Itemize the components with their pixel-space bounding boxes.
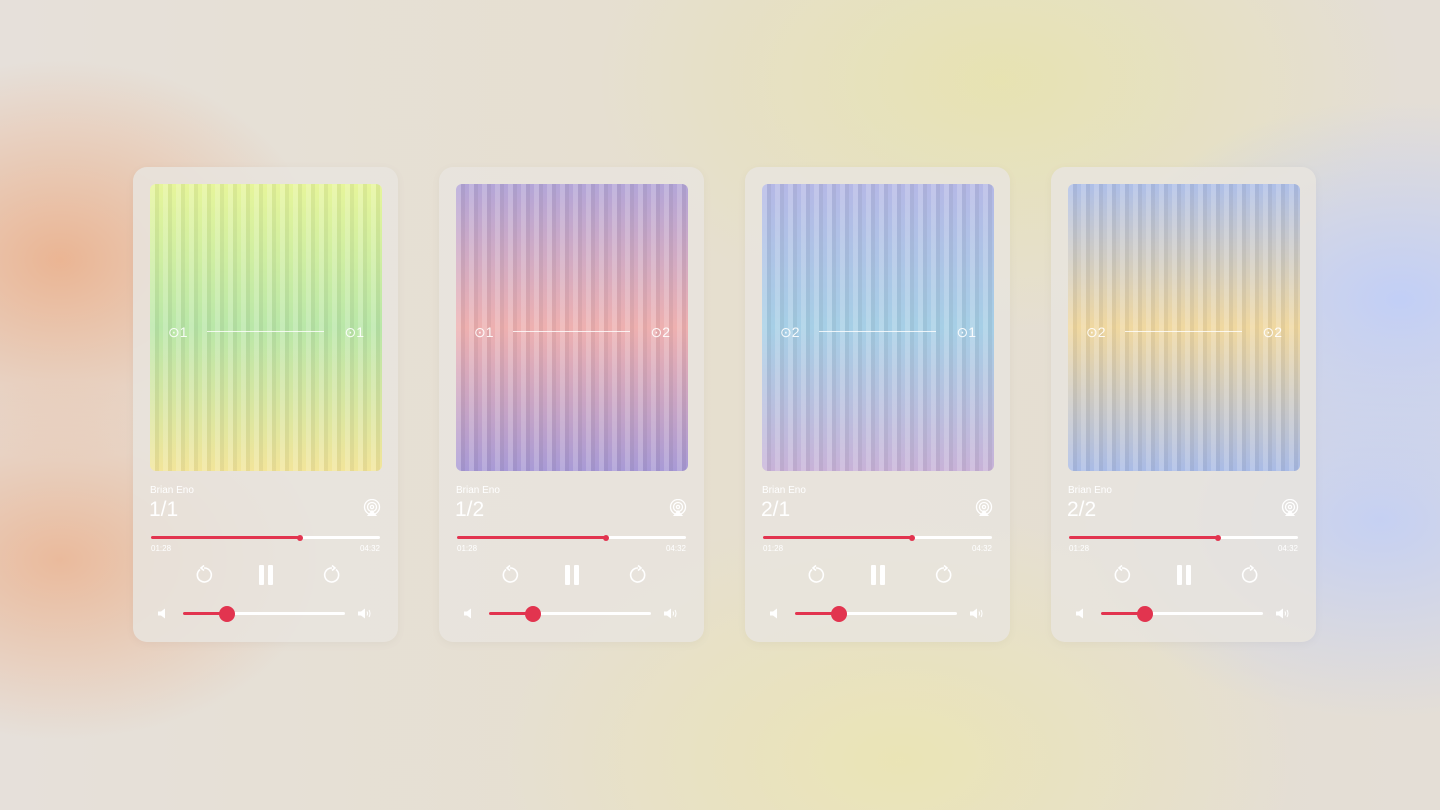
forward-icon[interactable] xyxy=(1239,564,1261,586)
rewind-icon[interactable] xyxy=(499,564,521,586)
track-label-left: ⊙2 xyxy=(1086,324,1106,340)
divider xyxy=(207,331,324,332)
album-art: ⊙1 ⊙2 xyxy=(456,184,688,471)
rewind-icon[interactable] xyxy=(1111,564,1133,586)
artist-name: Brian Eno xyxy=(150,485,194,496)
progress-bar[interactable] xyxy=(151,534,380,541)
rewind-icon[interactable] xyxy=(805,564,827,586)
track-label-right: ⊙1 xyxy=(344,324,364,340)
rewind-icon[interactable] xyxy=(193,564,215,586)
track-title: 2/1 xyxy=(761,498,791,521)
forward-icon[interactable] xyxy=(627,564,649,586)
artist-name: Brian Eno xyxy=(456,485,500,496)
pause-icon[interactable] xyxy=(867,564,889,586)
artist-name: Brian Eno xyxy=(762,485,806,496)
forward-icon[interactable] xyxy=(321,564,343,586)
album-art: ⊙2 ⊙2 xyxy=(1068,184,1300,471)
elapsed-time: 01:28 xyxy=(1069,544,1090,553)
track-label-left: ⊙1 xyxy=(168,324,188,340)
volume-slider[interactable] xyxy=(489,605,651,622)
volume-slider[interactable] xyxy=(1101,605,1263,622)
duration: 04:32 xyxy=(665,544,686,553)
pause-icon[interactable] xyxy=(561,564,583,586)
track-label-right: ⊙2 xyxy=(1262,324,1282,340)
divider xyxy=(1125,331,1242,332)
duration: 04:32 xyxy=(971,544,992,553)
album-art: ⊙2 ⊙1 xyxy=(762,184,994,471)
volume-slider[interactable] xyxy=(183,605,345,622)
volume-low-icon xyxy=(464,608,471,619)
track-title: 1/1 xyxy=(149,498,179,521)
volume-slider[interactable] xyxy=(795,605,957,622)
track-label-right: ⊙2 xyxy=(650,324,670,340)
player-card: ⊙1 ⊙1 Brian Eno 1/1 01:28 04:32 xyxy=(133,167,398,642)
progress-bar[interactable] xyxy=(1069,534,1298,541)
volume-low-icon xyxy=(1076,608,1083,619)
track-label-left: ⊙2 xyxy=(780,324,800,340)
volume-high-icon xyxy=(664,608,677,619)
divider xyxy=(513,331,630,332)
track-label-right: ⊙1 xyxy=(956,324,976,340)
volume-high-icon xyxy=(1276,608,1289,619)
volume-high-icon xyxy=(970,608,983,619)
elapsed-time: 01:28 xyxy=(763,544,784,553)
track-title: 2/2 xyxy=(1067,498,1097,521)
progress-bar[interactable] xyxy=(457,534,686,541)
volume-low-icon xyxy=(158,608,165,619)
player-card: ⊙2 ⊙1 Brian Eno 2/1 01:28 04:32 xyxy=(745,167,1010,642)
airplay-icon[interactable] xyxy=(975,499,993,517)
track-label-left: ⊙1 xyxy=(474,324,494,340)
airplay-icon[interactable] xyxy=(669,499,687,517)
airplay-icon[interactable] xyxy=(1281,499,1299,517)
album-art: ⊙1 ⊙1 xyxy=(150,184,382,471)
duration: 04:32 xyxy=(359,544,380,553)
forward-icon[interactable] xyxy=(933,564,955,586)
player-card: ⊙2 ⊙2 Brian Eno 2/2 01:28 04:32 xyxy=(1051,167,1316,642)
elapsed-time: 01:28 xyxy=(151,544,172,553)
elapsed-time: 01:28 xyxy=(457,544,478,553)
volume-high-icon xyxy=(358,608,371,619)
volume-low-icon xyxy=(770,608,777,619)
divider xyxy=(819,331,936,332)
airplay-icon[interactable] xyxy=(363,499,381,517)
pause-icon[interactable] xyxy=(1173,564,1195,586)
artist-name: Brian Eno xyxy=(1068,485,1112,496)
progress-bar[interactable] xyxy=(763,534,992,541)
pause-icon[interactable] xyxy=(255,564,277,586)
duration: 04:32 xyxy=(1277,544,1298,553)
track-title: 1/2 xyxy=(455,498,485,521)
player-card: ⊙1 ⊙2 Brian Eno 1/2 01:28 04:32 xyxy=(439,167,704,642)
